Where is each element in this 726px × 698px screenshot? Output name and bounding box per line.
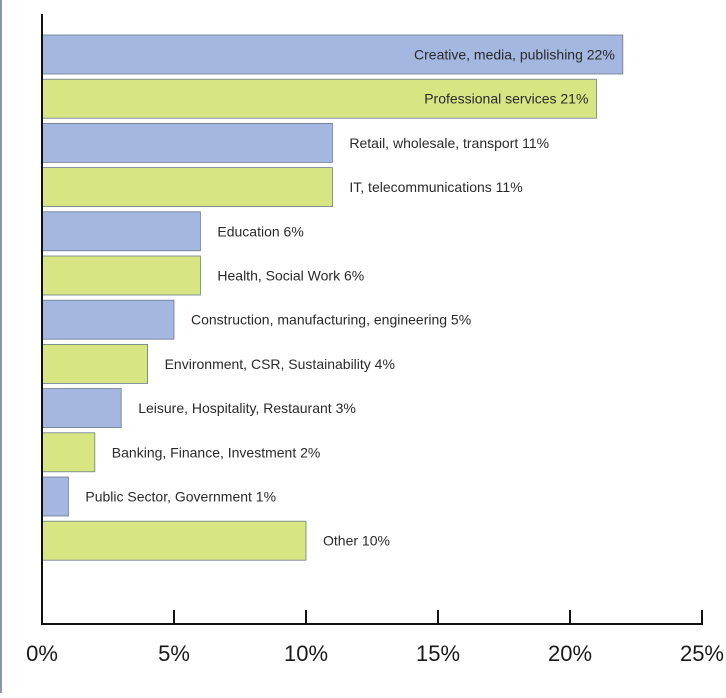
bar-8 [41,343,148,384]
bar-label-8: Environment, CSR, Sustainability 4% [165,356,395,372]
bars-layer [41,34,624,561]
bar-label-11: Public Sector, Government 1% [85,489,276,505]
bar-label-2: Professional services 21% [424,91,588,107]
x-tick-label-1: 5% [158,641,190,666]
bar-6 [41,255,201,296]
bar-11 [41,476,69,517]
bar-1 [41,34,624,75]
bar-10 [41,432,96,473]
x-tick-label-0: 0% [26,641,58,666]
bar-label-9: Leisure, Hospitality, Restaurant 3% [138,400,356,416]
x-tick-label-3: 15% [416,641,460,666]
axes-layer: 0% 5% 10% 15% 20% 25% [26,14,724,666]
bar-4 [41,167,333,208]
bar-label-7: Construction, manufacturing, engineering… [191,312,471,328]
bar-2 [41,78,597,119]
page-left-border [0,0,2,693]
bar-label-12: Other 10% [323,533,390,549]
bar-5 [41,211,201,252]
bar-label-1: Creative, media, publishing 22% [414,47,615,63]
x-tick-label-2: 10% [284,641,328,666]
bar-3 [41,123,333,163]
bar-label-10: Banking, Finance, Investment 2% [112,444,321,460]
bar-label-4: IT, telecommunications 11% [349,179,522,195]
bar-7 [41,299,175,340]
bar-label-5: Education 6% [217,223,303,239]
x-tick-label-5: 25% [680,641,724,666]
bar-9 [41,388,122,429]
bar-label-3: Retail, wholesale, transport 11% [349,135,549,151]
bar-label-6: Health, Social Work 6% [217,268,364,284]
x-tick-label-4: 20% [548,641,592,666]
bar-labels-layer: Creative, media, publishing 22% Professio… [85,47,614,549]
bar-12 [41,520,307,561]
